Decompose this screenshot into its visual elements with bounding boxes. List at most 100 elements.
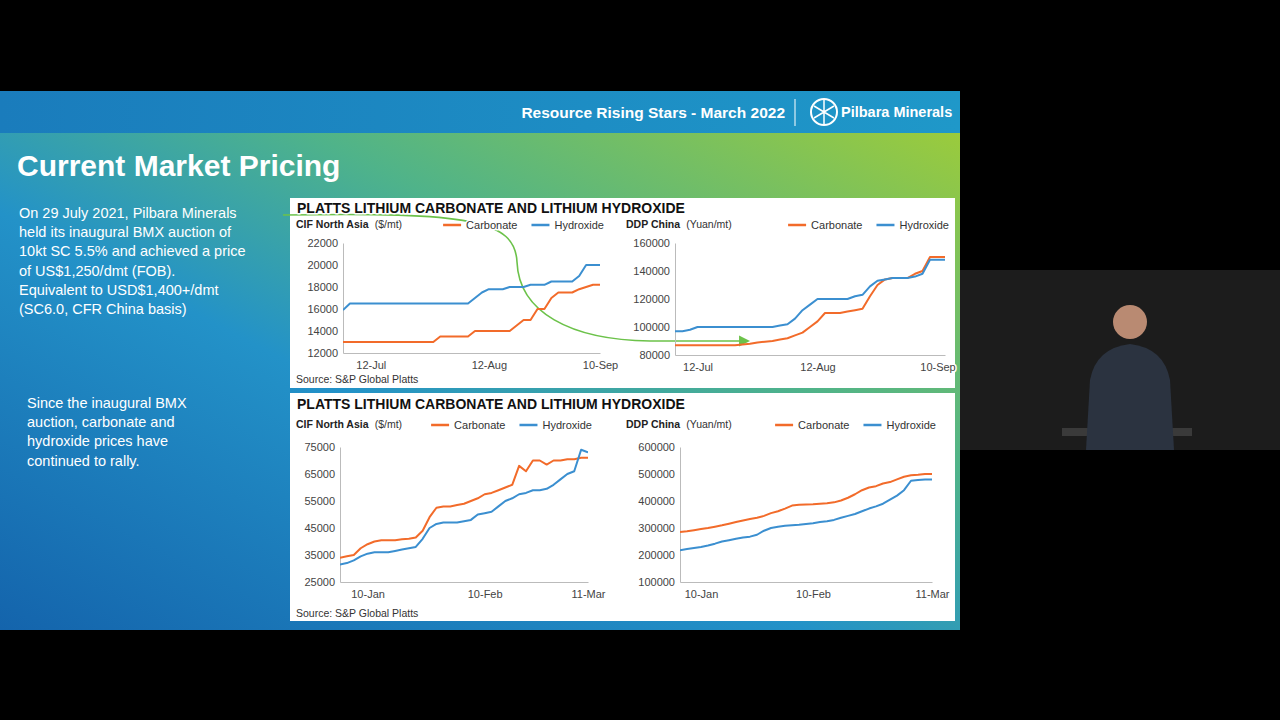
x-tick: 10-Sep — [920, 355, 955, 373]
y-tick: 55000 — [304, 495, 340, 507]
legend-label: Hydroxide — [886, 419, 936, 431]
slide-header — [0, 91, 960, 133]
y-tick-label: 140000 — [633, 265, 670, 277]
y-tick: 500000 — [638, 468, 680, 480]
x-tick-label: 11-Mar — [915, 588, 949, 600]
legend-label: Hydroxide — [899, 219, 949, 231]
y-tick: 65000 — [304, 468, 340, 480]
legend-swatch — [788, 224, 806, 227]
logo-icon — [811, 99, 837, 125]
axis-line — [681, 582, 933, 583]
panel-source: Source: S&P Global Platts — [296, 373, 418, 385]
x-tick-label: 10-Sep — [920, 361, 955, 373]
y-tick-label: 600000 — [638, 441, 675, 453]
y-tick-label: 16000 — [307, 303, 338, 315]
legend-item: Hydroxide — [863, 419, 936, 431]
plot-marks — [343, 265, 600, 342]
axis-line — [344, 353, 601, 354]
x-tick-label: 10-Jan — [351, 588, 385, 600]
speaker-head — [1113, 305, 1147, 339]
legend-item: Hydroxide — [876, 219, 949, 231]
x-tick-label: 10-Feb — [468, 588, 503, 600]
y-tick: 600000 — [638, 441, 680, 453]
paragraph-line: hydroxide prices have — [27, 433, 168, 449]
x-axis: 10-Jan 10-Feb 11-Mar — [341, 582, 606, 600]
legend-label: Carbonate — [798, 419, 849, 431]
legend-item: Carbonate — [788, 219, 862, 231]
paragraph-line: auction, carbonate and — [27, 414, 175, 430]
series-line — [680, 479, 932, 550]
x-tick-label: 11-Mar — [571, 588, 605, 600]
x-tick-label: 12-Jul — [356, 359, 386, 371]
legend-swatch — [519, 424, 537, 427]
x-tick: 10-Jan — [685, 582, 719, 600]
y-tick: 16000 — [307, 303, 343, 315]
y-tick: 12000 — [307, 347, 343, 359]
axis-line — [341, 582, 589, 583]
legend-swatch — [531, 224, 549, 227]
y-tick: 100000 — [633, 321, 675, 333]
legend-label: Carbonate — [466, 219, 517, 231]
y-tick: 80000 — [639, 349, 675, 361]
axis-line — [340, 448, 341, 583]
y-tick: 20000 — [307, 259, 343, 271]
background — [0, 0, 1280, 720]
y-tick-label: 120000 — [633, 293, 670, 305]
y-tick-label: 55000 — [304, 495, 335, 507]
y-axis-title: ($/mt) — [375, 218, 402, 230]
legend-swatch — [775, 424, 793, 427]
chart: 25000350004500055000650007500010-Jan10-F… — [296, 418, 606, 600]
legend-swatch — [431, 424, 449, 427]
legend: Carbonate Hydroxide — [443, 219, 604, 231]
y-tick-label: 300000 — [638, 522, 675, 534]
y-tick: 400000 — [638, 495, 680, 507]
chart-title: CIF North Asia — [296, 418, 369, 430]
x-tick-label: 10-Jan — [685, 588, 719, 600]
y-tick-label: 25000 — [304, 576, 335, 588]
x-tick: 10-Feb — [796, 582, 831, 600]
x-tick: 12-Aug — [800, 355, 835, 373]
y-tick-label: 160000 — [633, 237, 670, 249]
series-line — [675, 257, 945, 345]
legend-item: Carbonate — [775, 419, 849, 431]
legend-swatch — [876, 224, 894, 227]
chart: 8000010000012000014000016000012-Jul12-Au… — [626, 218, 956, 373]
x-tick-label: 12-Aug — [472, 359, 507, 371]
panel-background — [290, 198, 955, 388]
x-axis: 10-Jan 10-Feb 11-Mar — [681, 582, 950, 600]
legend-label: Hydroxide — [554, 219, 604, 231]
paragraph-line: Equivalent to USD$1,400+/dmt — [19, 282, 219, 298]
legend-label: Carbonate — [454, 419, 505, 431]
y-axis: 120001400016000180002000022000 — [307, 237, 343, 359]
logo-text: Pilbara Minerals — [841, 104, 952, 120]
header-separator — [795, 99, 796, 126]
y-tick-label: 80000 — [639, 349, 670, 361]
logo-icon-lines — [814, 99, 834, 125]
axis-line — [343, 244, 344, 354]
paragraph-line: (SC6.0, CFR China basis) — [19, 301, 187, 317]
y-tick-label: 200000 — [638, 549, 675, 561]
x-axis: 12-Jul 12-Aug 10-Sep — [344, 353, 619, 371]
paragraph-line: Since the inaugural BMX — [27, 395, 187, 411]
legend: Carbonate Hydroxide — [788, 219, 949, 231]
header-text: Resource Rising Stars - March 2022 — [521, 104, 785, 121]
paragraph-line: On 29 July 2021, Pilbara Minerals — [19, 205, 237, 221]
panel-source: Source: S&P Global Platts — [296, 607, 418, 619]
series-line — [343, 265, 600, 310]
legend: CarbonateHydroxide — [431, 419, 592, 431]
x-tick: 10-Sep — [583, 353, 618, 371]
plot-marks — [680, 474, 932, 550]
paragraph-line: continued to rally. — [27, 453, 140, 469]
y-tick: 300000 — [638, 522, 680, 534]
paragraph-line: 10kt SC 5.5% and achieved a price — [19, 243, 246, 259]
x-tick: 10-Feb — [468, 582, 503, 600]
annotation-arrow — [283, 214, 748, 341]
legend-item: Carbonate — [431, 419, 505, 431]
y-tick-label: 12000 — [307, 347, 338, 359]
legend-label: Carbonate — [811, 219, 862, 231]
legend: Carbonate Hydroxide — [775, 419, 936, 431]
speaker-video — [960, 270, 1280, 450]
y-axis-title: (Yuan/mt) — [686, 418, 732, 430]
legend-item: Carbonate — [443, 219, 517, 231]
paragraph-line: of US$1,250/dmt (FOB). — [19, 263, 175, 279]
